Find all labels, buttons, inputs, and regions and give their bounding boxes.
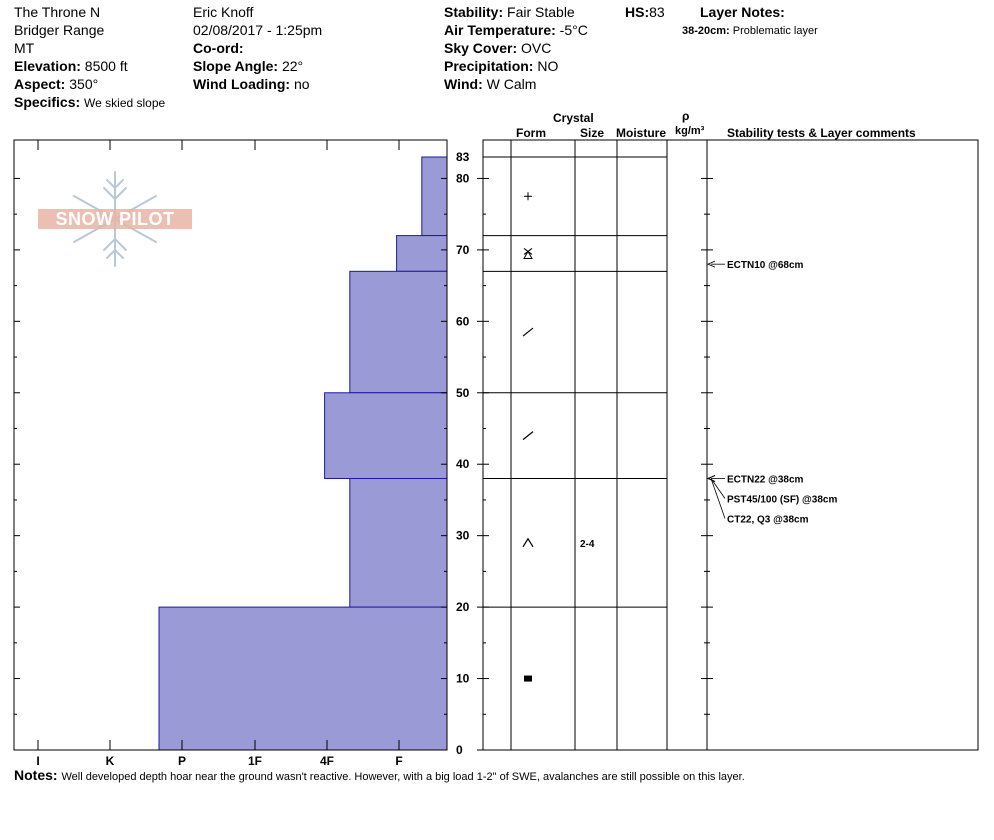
layer-notes-label: Layer Notes:: [700, 4, 785, 20]
notes-text: Well developed depth hoar near the groun…: [61, 771, 745, 783]
mountain-range: Bridger Range: [14, 22, 105, 38]
hardness-bar-4: [349, 478, 448, 608]
hs-label: HS:: [625, 4, 650, 20]
precip-label: Precipitation:: [444, 58, 534, 74]
col-density-unit: kg/m³: [675, 125, 705, 137]
specifics-row: Specifics: We skied slope: [14, 93, 165, 112]
aspect-value: 350°: [69, 76, 99, 92]
coord-label: Co-ord:: [193, 40, 244, 56]
sky-cover-row: Sky Cover: OVC: [444, 39, 551, 57]
slope-angle-label: Slope Angle:: [193, 58, 279, 74]
wind-value: W Calm: [486, 76, 537, 92]
notes-row: Notes: Well developed depth hoar near th…: [14, 766, 745, 786]
location-name: The Throne N: [14, 4, 101, 20]
hardness-label-4f: 4F: [320, 754, 334, 768]
col-size: Size: [580, 126, 605, 140]
hardness-label-f: F: [395, 754, 402, 768]
grain-decomposing-fragments-icon: [522, 327, 534, 337]
grain-decomposing-fragments-icon: [522, 431, 534, 441]
stability-test: ECTN10 @68cm: [706, 260, 804, 271]
hardness-panel: I K P 1F 4F F: [13, 139, 448, 768]
stability-test-label: PST45/100 (SF) @38cm: [727, 495, 837, 506]
wind-row: Wind: W Calm: [444, 75, 536, 93]
hardness-bar-1: [396, 235, 448, 272]
stability-test: CT22, Q3 @38cm: [706, 475, 809, 526]
wind-label: Wind:: [444, 76, 483, 92]
stability-row: Stability: Fair Stable: [444, 3, 575, 21]
layer-table-frame: [482, 139, 979, 751]
grain-mixed-forms-icon: [523, 248, 533, 259]
wind-loading-label: Wind Loading:: [193, 76, 291, 92]
air-temp-row: Air Temperature: -5°C: [444, 21, 588, 39]
notes-label: Notes:: [14, 767, 58, 783]
hardness-bar-3: [324, 392, 448, 480]
layer-note-text: Problematic layer: [732, 25, 818, 37]
elevation-row: Elevation: 8500 ft: [14, 57, 128, 75]
wind-loading-value: no: [293, 76, 310, 92]
col-rho: ρ: [682, 109, 690, 123]
depth-label-60: 60: [456, 314, 470, 328]
specifics-label: Specifics:: [14, 94, 81, 110]
air-temp-value: -5°C: [559, 22, 588, 38]
elevation-label: Elevation:: [14, 58, 81, 74]
stability-test-label: ECTN22 @38cm: [727, 475, 804, 486]
stability-test: ECTN22 @38cm: [706, 475, 804, 486]
grain-melt-forms-icon: [524, 675, 532, 682]
depth-axis: 83 80 70 60 50 40 30 20 10 0: [456, 150, 483, 757]
hardness-bar-0: [421, 156, 448, 237]
depth-label-83: 83: [456, 150, 470, 164]
hardness-label-p: P: [178, 754, 186, 768]
depth-label-80: 80: [456, 171, 470, 185]
precip-row: Precipitation: NO: [444, 57, 558, 75]
slope-angle-row: Slope Angle: 22°: [193, 57, 303, 75]
aspect-label: Aspect:: [14, 76, 66, 92]
snowpilot-logo: SNOW PILOT: [38, 171, 192, 267]
depth-label-20: 20: [456, 600, 470, 614]
hs-row: HS:83: [625, 3, 665, 21]
hardness-bar-2: [349, 270, 448, 394]
state: MT: [14, 40, 35, 56]
hardness-label-k: K: [106, 754, 115, 768]
layer-note-row: 38-20cm: Problematic layer: [682, 22, 818, 40]
logo-text: SNOW PILOT: [56, 209, 175, 229]
grain-depth-hoar-icon: [522, 537, 534, 548]
layer-note-depth: 38-20cm:: [682, 25, 730, 37]
precip-value: NO: [537, 58, 559, 74]
stability-test-label: ECTN10 @68cm: [727, 260, 804, 271]
hardness-bar-5: [158, 606, 448, 751]
depth-label-30: 30: [456, 529, 470, 543]
sky-cover-label: Sky Cover:: [444, 40, 518, 56]
depth-label-40: 40: [456, 457, 470, 471]
depth-label-70: 70: [456, 243, 470, 257]
depth-label-0: 0: [456, 743, 463, 757]
hardness-frame: [13, 139, 448, 751]
depth-label-50: 50: [456, 386, 470, 400]
col-stability: Stability tests & Layer comments: [727, 126, 916, 140]
depth-label-10: 10: [456, 672, 470, 686]
aspect-row: Aspect: 350°: [14, 75, 98, 93]
sky-cover-value: OVC: [521, 40, 552, 56]
grain-precipitation-particles-icon: [524, 192, 532, 201]
col-crystal: Crystal: [553, 111, 594, 125]
layer-table: 2-4 ECTN22 @38cm PST45/100 (SF) @38cm CT22…: [482, 139, 979, 751]
col-moisture: Moisture: [616, 126, 667, 140]
stability-test-label: CT22, Q3 @38cm: [727, 515, 809, 526]
hardness-label-i: I: [36, 754, 39, 768]
specifics-value: We skied slope: [84, 96, 166, 110]
datetime: 02/08/2017 - 1:25pm: [193, 22, 323, 38]
grain-size-label: 2-4: [580, 539, 595, 550]
stability-value: Fair Stable: [507, 4, 575, 20]
elevation-value: 8500 ft: [84, 58, 128, 74]
stability-label: Stability:: [444, 4, 504, 20]
col-form: Form: [516, 126, 546, 140]
wind-loading-row: Wind Loading: no: [193, 75, 310, 93]
air-temp-label: Air Temperature:: [444, 22, 556, 38]
hardness-label-1f: 1F: [248, 754, 262, 768]
slope-angle-value: 22°: [281, 58, 304, 74]
observer: Eric Knoff: [193, 4, 254, 20]
hs-value: 83: [649, 4, 665, 20]
